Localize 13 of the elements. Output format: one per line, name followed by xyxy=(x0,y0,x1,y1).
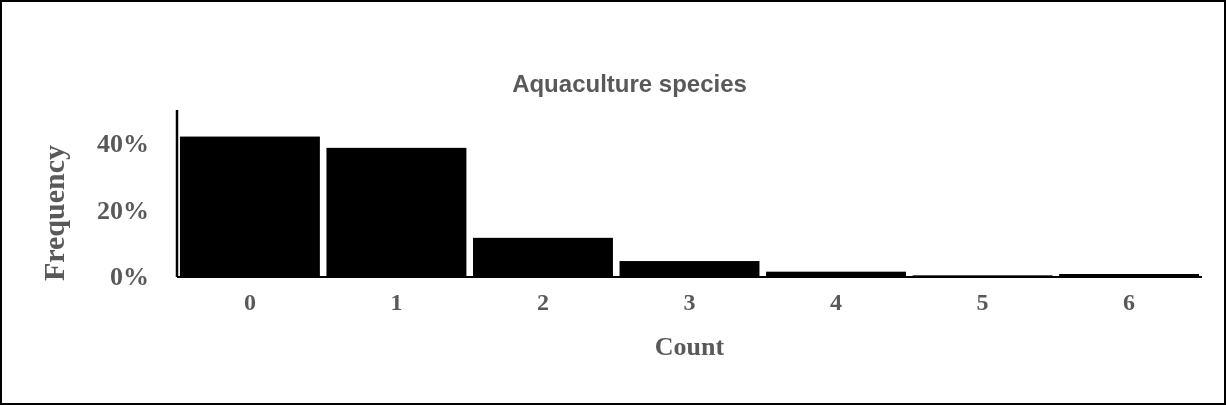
x-tick-label: 2 xyxy=(536,289,549,315)
x-tick-label: 1 xyxy=(390,289,403,315)
x-tick-label: 6 xyxy=(1123,289,1136,315)
y-tick-label: 20% xyxy=(97,195,149,225)
x-tick-label: 0 xyxy=(243,289,256,315)
x-tick-label: 3 xyxy=(683,289,696,315)
chart-title: Aquaculture species xyxy=(512,70,747,97)
y-axis-title: Frequency xyxy=(37,144,70,282)
y-tick-label: 40% xyxy=(97,129,149,159)
x-tick-label: 4 xyxy=(830,289,843,315)
x-tick-label: 5 xyxy=(976,289,989,315)
x-axis-title: Count xyxy=(654,332,725,361)
y-tick-label: 0% xyxy=(110,262,149,292)
